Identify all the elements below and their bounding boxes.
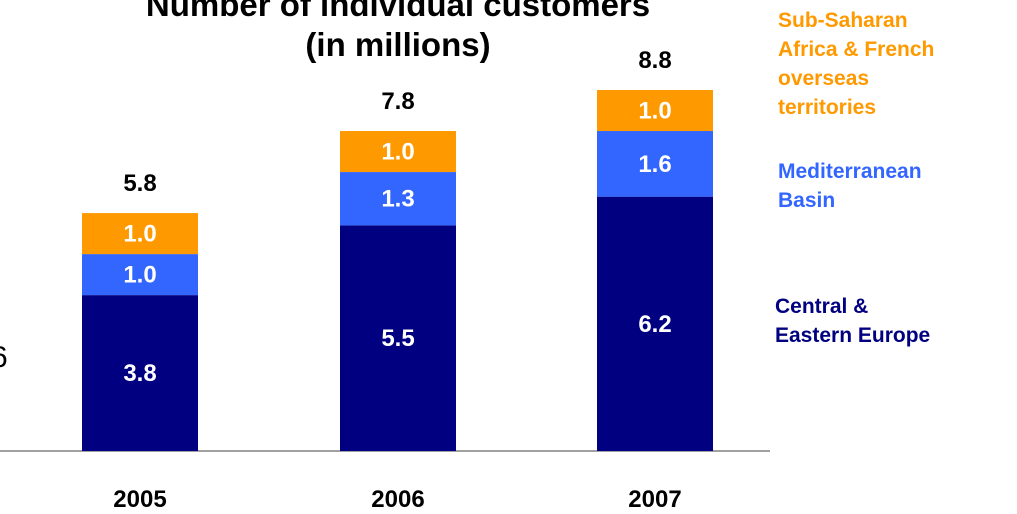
chart-title-group: Number of individual customers (in milli… (146, 0, 650, 63)
bar-segment (82, 295, 198, 451)
segment-value-label: 3.8 (123, 360, 156, 387)
chart-title: Number of individual customers (146, 0, 650, 23)
bar-segment (597, 90, 713, 132)
cut-off-axis-glyph: 6 (0, 341, 8, 374)
x-tick-label: 2006 (371, 486, 424, 513)
chart-subtitle: (in millions) (305, 26, 490, 63)
legend-entry: Mediterranean Basin (778, 160, 922, 212)
segment-value-label: 1.0 (123, 262, 156, 289)
bar-segment (340, 172, 456, 226)
segment-value-label: 1.0 (381, 139, 414, 166)
legend-entry-text: Eastern Europe (775, 324, 930, 347)
legend-entry-text: Africa & French (778, 38, 934, 61)
segment-value-label: 5.5 (381, 325, 414, 352)
legend-entry-text: Sub-Saharan (778, 9, 908, 32)
bars-group: 3.8 1.0 1.0 5.8 2005 5.5 1.3 1.0 7.8 2006 6.2 1.6 1.… (82, 47, 713, 513)
bar-segment (597, 131, 713, 197)
x-tick-label: 2007 (628, 486, 681, 513)
legend-entry-text: Basin (778, 189, 835, 212)
bar-total-label: 5.8 (123, 170, 156, 197)
legend-entry-text: Central & (775, 295, 868, 318)
bar-total-label: 7.8 (381, 88, 414, 115)
legend: Sub-Saharan Africa & French overseas territ… (775, 9, 934, 347)
bar-segment (340, 225, 456, 451)
x-tick-label: 2005 (113, 486, 166, 513)
segment-value-label: 1.0 (123, 221, 156, 248)
bar-segment (340, 131, 456, 173)
segment-value-label: 1.0 (638, 98, 671, 125)
segment-value-label: 1.3 (381, 186, 414, 213)
legend-entry-text: Mediterranean (778, 160, 922, 183)
bar-total-label: 8.8 (638, 47, 671, 74)
bar-segment (82, 213, 198, 255)
legend-entry-text: overseas (778, 67, 869, 90)
legend-entry: Central & Eastern Europe (775, 295, 930, 347)
segment-value-label: 6.2 (638, 311, 671, 338)
legend-entry-text: territories (778, 96, 876, 119)
bar-segment (82, 254, 198, 296)
segment-value-label: 1.6 (638, 151, 671, 178)
legend-entry: Sub-Saharan Africa & French overseas territ… (778, 9, 934, 119)
bar-segment (597, 196, 713, 451)
